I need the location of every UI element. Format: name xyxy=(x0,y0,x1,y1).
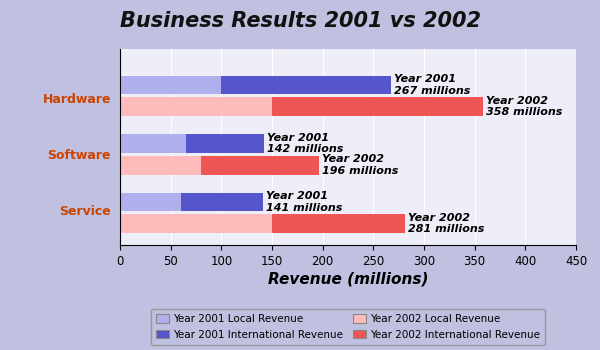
Text: Year 2002
196 millions: Year 2002 196 millions xyxy=(322,154,398,176)
Bar xyxy=(186,134,264,153)
Bar xyxy=(201,156,319,175)
Bar xyxy=(272,214,405,233)
Bar xyxy=(120,76,221,94)
Bar xyxy=(120,134,186,153)
X-axis label: Revenue (millions): Revenue (millions) xyxy=(268,272,428,287)
Legend: Year 2001 Local Revenue, Year 2001 International Revenue, Year 2002 Local Revenu: Year 2001 Local Revenue, Year 2001 Inter… xyxy=(151,309,545,345)
Text: Service: Service xyxy=(59,205,111,218)
Text: Year 2001
141 millions: Year 2001 141 millions xyxy=(266,191,342,213)
Bar xyxy=(181,193,263,211)
Bar xyxy=(120,156,201,175)
Text: Year 2001
267 millions: Year 2001 267 millions xyxy=(394,74,470,96)
Bar xyxy=(120,193,181,211)
Text: Year 2002
358 millions: Year 2002 358 millions xyxy=(486,96,562,118)
Bar xyxy=(120,97,272,116)
Bar xyxy=(221,76,391,94)
Bar xyxy=(272,97,483,116)
Text: Software: Software xyxy=(47,149,111,162)
Bar xyxy=(120,214,272,233)
Text: Year 2001
142 millions: Year 2001 142 millions xyxy=(267,133,343,154)
Text: Business Results 2001 vs 2002: Business Results 2001 vs 2002 xyxy=(119,11,481,31)
Text: Hardware: Hardware xyxy=(43,93,111,106)
Text: Year 2002
281 millions: Year 2002 281 millions xyxy=(408,213,484,234)
